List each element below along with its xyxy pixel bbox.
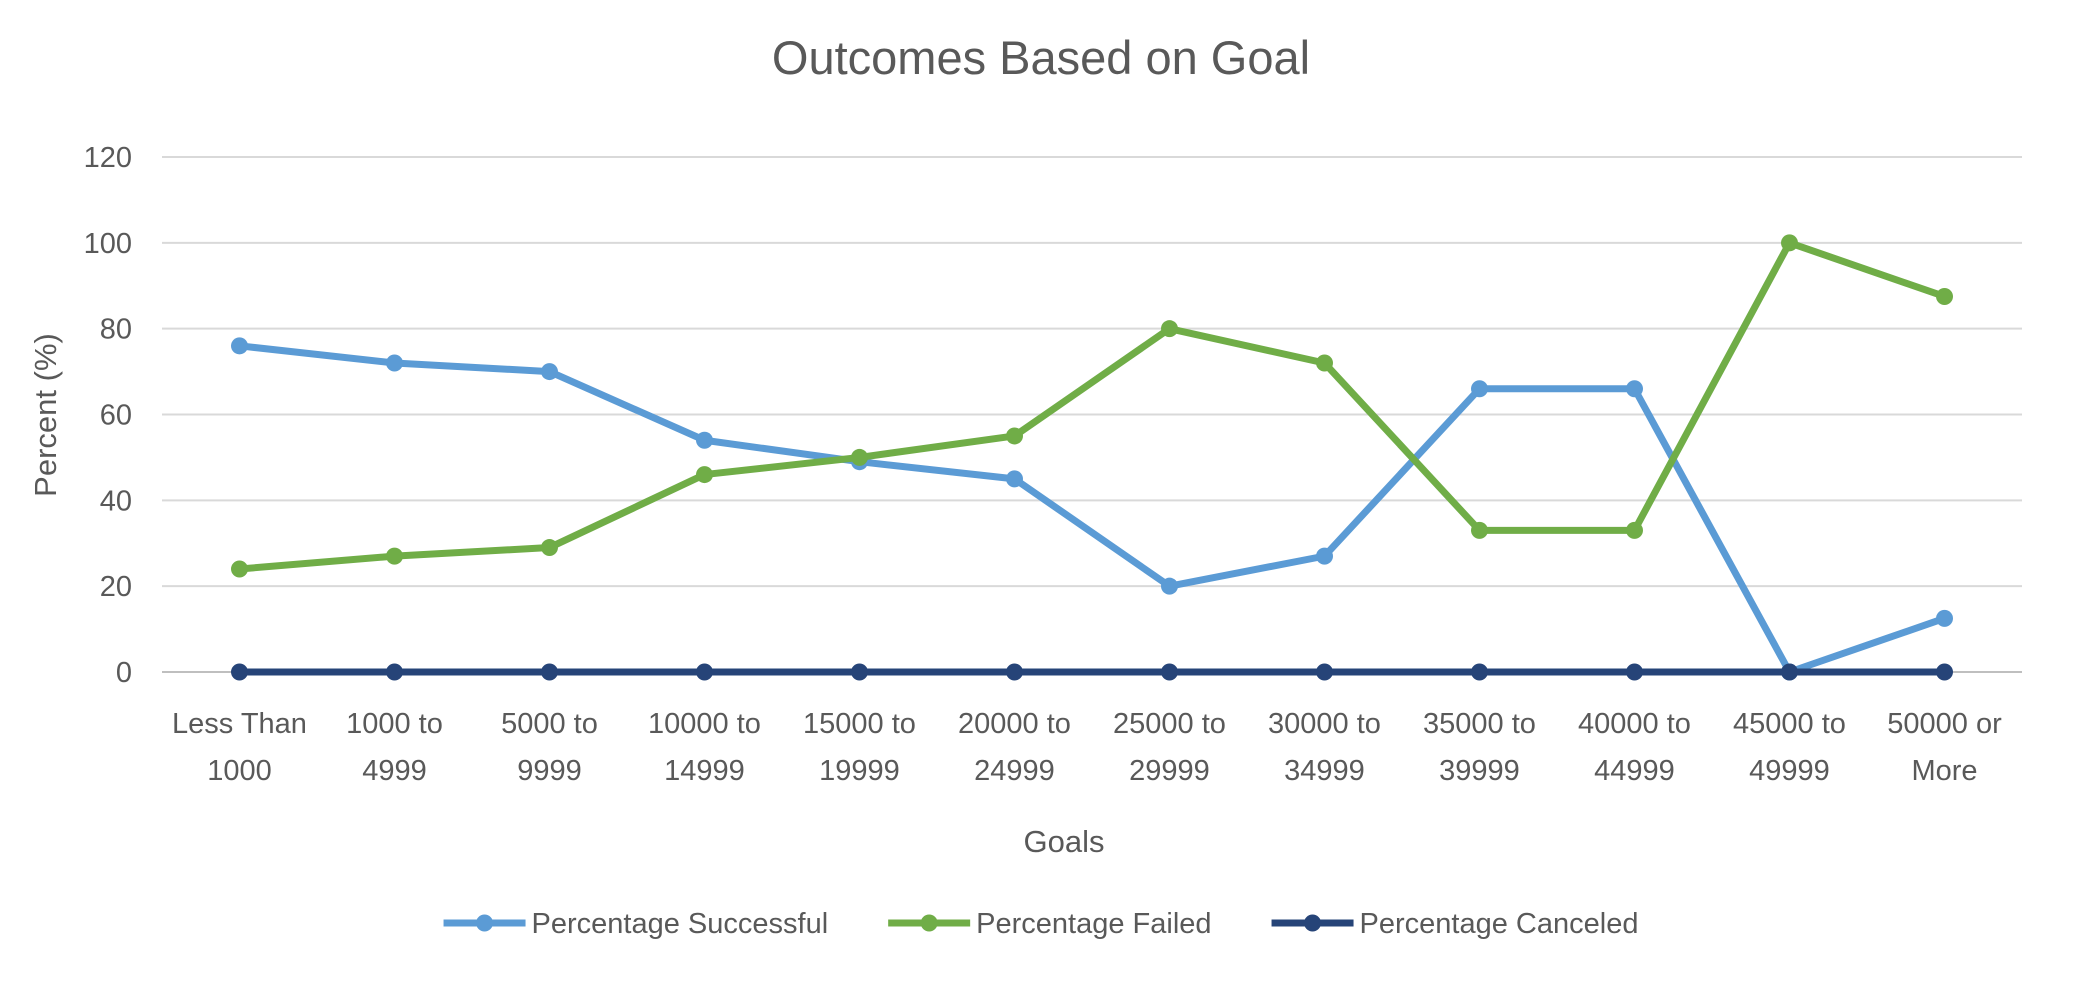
data-point <box>1316 354 1333 372</box>
data-point <box>1936 609 1953 627</box>
legend-marker <box>920 914 938 932</box>
legend-item: Percentage Failed <box>888 908 1212 940</box>
x-tick-label: 49999 <box>1749 755 1830 787</box>
data-point <box>1006 663 1023 681</box>
legend-item: Percentage Successful <box>443 908 829 940</box>
x-tick-label: 1000 <box>207 755 272 787</box>
x-tick-label: 9999 <box>517 755 582 787</box>
data-point <box>386 354 403 372</box>
data-point <box>1626 521 1643 539</box>
data-point <box>1471 380 1488 398</box>
data-point <box>1936 663 1953 681</box>
data-point <box>386 663 403 681</box>
x-tick-label: More <box>1911 755 1977 787</box>
data-point <box>1781 663 1798 681</box>
x-axis: Less Than 1000 1000 to 4999 5000 to 9999 10000… <box>172 708 2002 787</box>
legend-item: Percentage Canceled <box>1271 908 1639 940</box>
series-line <box>236 239 1948 573</box>
data-point <box>1781 234 1798 252</box>
data-point <box>541 363 558 381</box>
x-tick-label: 10000 to <box>648 708 761 740</box>
data-point <box>851 663 868 681</box>
data-point <box>1471 663 1488 681</box>
y-tick-label: 40 <box>100 485 132 517</box>
x-tick-label: 20000 to <box>958 708 1071 740</box>
data-point <box>231 337 248 355</box>
legend-label: Percentage Failed <box>976 908 1211 940</box>
y-axis-title: Percent (%) <box>28 333 63 497</box>
x-tick-label: 4999 <box>362 755 427 787</box>
data-point <box>696 431 713 449</box>
data-point <box>1316 663 1333 681</box>
chart-title: Outcomes Based on Goal <box>772 31 1310 84</box>
data-point <box>1161 577 1178 595</box>
x-tick-label: 40000 to <box>1578 708 1691 740</box>
data-point <box>1626 380 1643 398</box>
legend-label: Percentage Successful <box>532 908 829 940</box>
x-tick-label: 25000 to <box>1113 708 1226 740</box>
series-line <box>236 342 1948 676</box>
y-tick-label: 100 <box>84 228 132 260</box>
x-tick-label: 1000 to <box>346 708 443 740</box>
data-point <box>1006 470 1023 488</box>
x-tick-label: 29999 <box>1129 755 1210 787</box>
data-point <box>696 466 713 484</box>
x-tick-label: Less Than <box>172 708 307 740</box>
data-point <box>1471 521 1488 539</box>
x-tick-label: 50000 or <box>1887 708 2002 740</box>
legend: Percentage Successful Percentage Failed Pe… <box>443 908 1639 940</box>
y-tick-label: 120 <box>84 142 132 174</box>
series-percentage-canceled <box>231 663 1953 681</box>
x-tick-label: 5000 to <box>501 708 598 740</box>
x-tick-label: 45000 to <box>1733 708 1846 740</box>
x-tick-label: 39999 <box>1439 755 1520 787</box>
data-point <box>386 547 403 565</box>
y-tick-label: 20 <box>100 571 132 603</box>
legend-label: Percentage Canceled <box>1360 908 1639 940</box>
y-axis: 0 20 40 60 80 100 120 <box>84 142 132 689</box>
y-tick-label: 60 <box>100 400 132 432</box>
data-point <box>1006 427 1023 445</box>
x-tick-label: 35000 to <box>1423 708 1536 740</box>
x-tick-label: 19999 <box>819 755 900 787</box>
y-tick-label: 0 <box>116 657 132 689</box>
data-point <box>231 560 248 578</box>
x-tick-label: 30000 to <box>1268 708 1381 740</box>
x-tick-label: 24999 <box>974 755 1055 787</box>
x-tick-label: 14999 <box>664 755 745 787</box>
series-percentage-failed <box>231 234 1953 578</box>
series-percentage-successful <box>231 337 1953 681</box>
data-point <box>851 448 868 466</box>
data-point <box>1161 320 1178 338</box>
legend-marker <box>1304 914 1322 932</box>
data-point <box>541 539 558 557</box>
x-tick-label: 44999 <box>1594 755 1675 787</box>
data-point <box>231 663 248 681</box>
legend-marker <box>476 914 494 932</box>
data-point <box>1936 287 1953 305</box>
x-tick-label: 15000 to <box>803 708 916 740</box>
data-point <box>696 663 713 681</box>
series-lines <box>231 234 1953 681</box>
x-tick-label: 34999 <box>1284 755 1365 787</box>
x-axis-title: Goals <box>1024 824 1105 859</box>
data-point <box>541 663 558 681</box>
y-tick-label: 80 <box>100 314 132 346</box>
data-point <box>1626 663 1643 681</box>
data-point <box>1316 547 1333 565</box>
gridlines <box>162 156 2022 673</box>
data-point <box>1161 663 1178 681</box>
